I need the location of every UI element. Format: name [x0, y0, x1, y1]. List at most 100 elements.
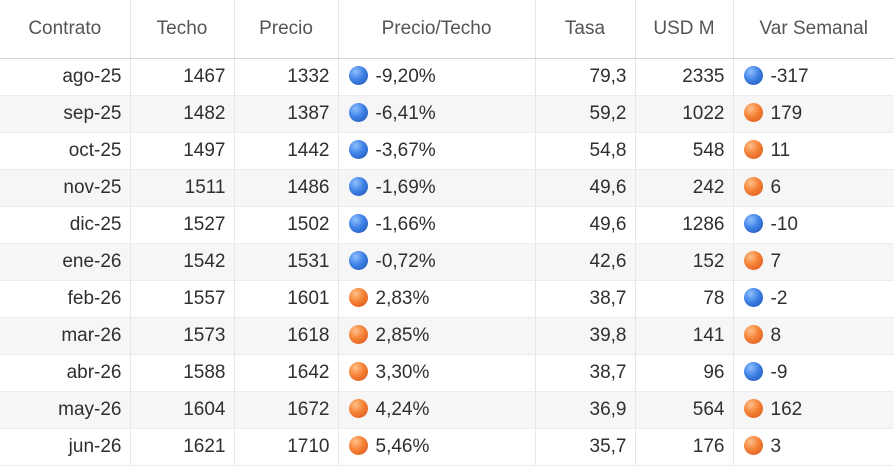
table-row[interactable]: sep-25 1482 1387 -6,41% 59,2 1022 179	[0, 95, 894, 133]
cell-var-semanal: -10	[733, 206, 894, 244]
table-row[interactable]: ene-26 1542 1531 -0,72% 42,6 152 7	[0, 243, 894, 281]
table-row[interactable]: ago-25 1467 1332 -9,20% 79,3 2335 -317	[0, 58, 894, 96]
cell-tasa: 79,3	[535, 58, 636, 96]
table-row[interactable]: oct-25 1497 1442 -3,67% 54,8 548 11	[0, 132, 894, 170]
blue-dot-icon	[348, 65, 368, 85]
cell-precio-techo-value: -3,67%	[375, 139, 436, 161]
cell-usd-m: 2335	[635, 58, 734, 96]
cell-usd-m: 96	[635, 354, 734, 392]
cell-precio-techo: -0,72%	[338, 243, 536, 281]
cell-precio: 1442	[234, 132, 339, 170]
cell-tasa: 49,6	[535, 169, 636, 207]
header-precio-techo[interactable]: Precio/Techo	[338, 0, 536, 59]
cell-var-semanal-value: -10	[770, 213, 798, 235]
cell-precio-techo-value: -9,20%	[375, 65, 436, 87]
cell-var-semanal: 3	[733, 428, 894, 466]
table-row[interactable]: nov-25 1511 1486 -1,69% 49,6 242 6	[0, 169, 894, 207]
header-contrato[interactable]: Contrato	[0, 0, 131, 59]
cell-precio-techo: -3,67%	[338, 132, 536, 170]
cell-var-semanal: -317	[733, 58, 894, 96]
header-tasa[interactable]: Tasa	[535, 0, 636, 59]
cell-contrato: dic-25	[0, 206, 131, 244]
cell-usd-m: 176	[635, 428, 734, 466]
cell-tasa: 36,9	[535, 391, 636, 429]
cell-contrato: abr-26	[0, 354, 131, 392]
cell-precio: 1387	[234, 95, 339, 133]
cell-precio-techo: -1,66%	[338, 206, 536, 244]
cell-var-semanal-value: 11	[770, 139, 791, 161]
cell-precio-techo: 5,46%	[338, 428, 536, 466]
orange-dot-icon	[743, 398, 763, 418]
cell-precio-techo-value: 2,85%	[375, 324, 430, 346]
header-techo[interactable]: Techo	[130, 0, 235, 59]
cell-tasa: 59,2	[535, 95, 636, 133]
cell-contrato: jun-26	[0, 428, 131, 466]
cell-contrato: mar-26	[0, 317, 131, 355]
cell-precio-techo: 2,85%	[338, 317, 536, 355]
cell-precio: 1672	[234, 391, 339, 429]
cell-precio-techo-value: 2,83%	[375, 287, 430, 309]
table-row[interactable]: dic-25 1527 1502 -1,66% 49,6 1286 -10	[0, 206, 894, 244]
cell-tasa: 38,7	[535, 280, 636, 318]
cell-precio-techo: 4,24%	[338, 391, 536, 429]
header-precio[interactable]: Precio	[234, 0, 339, 59]
cell-precio-techo-value: -1,66%	[375, 213, 436, 235]
cell-tasa: 54,8	[535, 132, 636, 170]
cell-tasa: 39,8	[535, 317, 636, 355]
orange-dot-icon	[348, 398, 368, 418]
table-row[interactable]: mar-26 1573 1618 2,85% 39,8 141 8	[0, 317, 894, 355]
cell-var-semanal: 11	[733, 132, 894, 170]
cell-precio-techo-value: 4,24%	[375, 398, 430, 420]
cell-usd-m: 564	[635, 391, 734, 429]
table-body: ago-25 1467 1332 -9,20% 79,3 2335 -317 sep-25 14…	[0, 58, 894, 466]
cell-var-semanal-value: 179	[770, 102, 803, 124]
blue-dot-icon	[743, 65, 763, 85]
header-row: Contrato Techo Precio Precio/Techo Tasa …	[0, 0, 894, 59]
cell-var-semanal: 179	[733, 95, 894, 133]
cell-precio-techo: -9,20%	[338, 58, 536, 96]
table-row[interactable]: abr-26 1588 1642 3,30% 38,7 96 -9	[0, 354, 894, 392]
cell-contrato: ene-26	[0, 243, 131, 281]
cell-var-semanal-value: -317	[770, 65, 809, 87]
cell-precio: 1502	[234, 206, 339, 244]
orange-dot-icon	[348, 435, 368, 455]
cell-precio: 1531	[234, 243, 339, 281]
cell-precio: 1601	[234, 280, 339, 318]
cell-usd-m: 78	[635, 280, 734, 318]
cell-tasa: 38,7	[535, 354, 636, 392]
cell-var-semanal-value: -9	[770, 361, 788, 383]
cell-var-semanal-value: 6	[770, 176, 782, 198]
cell-techo: 1542	[130, 243, 235, 281]
blue-dot-icon	[743, 287, 763, 307]
table-row[interactable]: may-26 1604 1672 4,24% 36,9 564 162	[0, 391, 894, 429]
cell-var-semanal: 8	[733, 317, 894, 355]
header-usd-m[interactable]: USD M	[635, 0, 734, 59]
cell-tasa: 42,6	[535, 243, 636, 281]
header-var-semanal[interactable]: Var Semanal	[733, 0, 894, 59]
cell-precio-techo-value: -0,72%	[375, 250, 436, 272]
blue-dot-icon	[348, 176, 368, 196]
cell-contrato: may-26	[0, 391, 131, 429]
table-row[interactable]: jun-26 1621 1710 5,46% 35,7 176 3	[0, 428, 894, 466]
cell-techo: 1588	[130, 354, 235, 392]
cell-techo: 1497	[130, 132, 235, 170]
orange-dot-icon	[743, 139, 763, 159]
cell-var-semanal-value: 162	[770, 398, 803, 420]
cell-var-semanal-value: 3	[770, 435, 782, 457]
cell-precio-techo-value: -6,41%	[375, 102, 436, 124]
cell-precio: 1332	[234, 58, 339, 96]
orange-dot-icon	[743, 435, 763, 455]
cell-precio: 1710	[234, 428, 339, 466]
cell-tasa: 49,6	[535, 206, 636, 244]
table-row[interactable]: feb-26 1557 1601 2,83% 38,7 78 -2	[0, 280, 894, 318]
cell-precio-techo: 2,83%	[338, 280, 536, 318]
orange-dot-icon	[348, 324, 368, 344]
cell-precio-techo-value: 5,46%	[375, 435, 430, 457]
cell-var-semanal-value: -2	[770, 287, 788, 309]
cell-usd-m: 1286	[635, 206, 734, 244]
cell-usd-m: 242	[635, 169, 734, 207]
blue-dot-icon	[348, 139, 368, 159]
cell-contrato: nov-25	[0, 169, 131, 207]
cell-techo: 1467	[130, 58, 235, 96]
blue-dot-icon	[743, 361, 763, 381]
